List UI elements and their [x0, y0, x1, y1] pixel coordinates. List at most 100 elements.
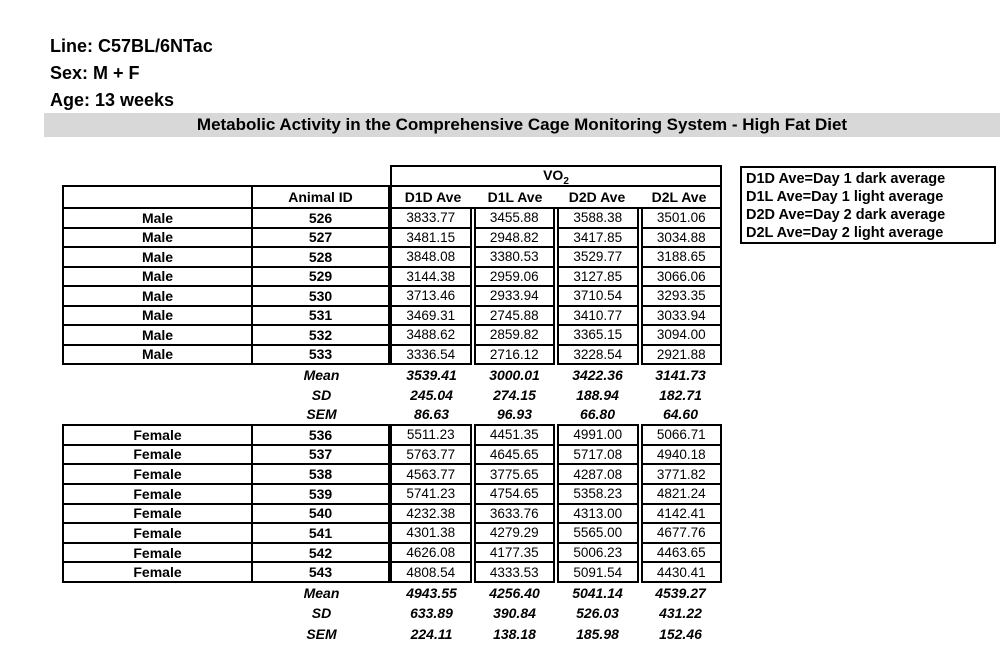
- stats-value: 633.89: [410, 605, 453, 622]
- table-row: Male 533: [64, 343, 388, 363]
- value-cell: 3365.15: [559, 324, 637, 344]
- stats-value: 185.98: [576, 625, 619, 642]
- line-label: Line: C57BL/6NTac: [50, 36, 213, 56]
- sex-cell: Female: [64, 426, 253, 444]
- table-row: Female 539: [64, 482, 388, 503]
- value-cell: 5565.00: [559, 522, 637, 542]
- stats-value: 3422.36: [572, 366, 623, 383]
- meta-block: Line: C57BL/6NTac Sex: M + F Age: 13 wee…: [50, 33, 213, 114]
- data-column-d1d: 3833.77 3481.15 3848.08 3144.38 3713.46 …: [390, 207, 472, 365]
- table-row: Male 528: [64, 246, 388, 266]
- column-header-d2d: D2D Ave: [568, 189, 626, 205]
- table-row: Male 526: [64, 209, 388, 227]
- sex-header-cell: [64, 187, 253, 207]
- stats-value: 431.22: [659, 605, 702, 622]
- sex-cell: Male: [64, 248, 253, 266]
- animal-id-cell: 536: [308, 426, 333, 443]
- animal-id-cell: 526: [308, 209, 333, 226]
- value-cell: 4677.76: [642, 522, 720, 542]
- value-cell: 4333.53: [475, 561, 553, 581]
- value-cell: 4645.65: [475, 443, 553, 464]
- animal-id-cell: 543: [308, 564, 333, 581]
- stats-spacer: [62, 624, 253, 644]
- value-cell: 2745.88: [475, 304, 553, 325]
- sex-cell: Female: [64, 465, 253, 483]
- animal-id-cell: 541: [308, 524, 333, 541]
- sex-cell: Male: [64, 326, 253, 344]
- stats-label: SEM: [306, 625, 337, 642]
- stats-value: 4256.40: [489, 585, 540, 602]
- vo2-subscript: 2: [563, 175, 569, 187]
- value-cell: 4451.35: [489, 427, 539, 443]
- animal-id-cell: 538: [308, 466, 333, 483]
- value-cell: 4808.54: [392, 561, 470, 581]
- stats-value: 224.11: [410, 625, 453, 642]
- value-cell: 2921.88: [642, 343, 720, 364]
- value-cell: 3848.08: [392, 246, 470, 266]
- value-cell: 4313.00: [559, 502, 637, 523]
- value-cell: 3713.46: [392, 285, 470, 305]
- stats-label: SD: [311, 605, 332, 622]
- legend-box: D1D Ave=Day 1 dark average D1L Ave=Day 1…: [740, 166, 996, 244]
- stats-value: 3539.41: [406, 366, 457, 383]
- value-cell: 3380.53: [475, 246, 553, 266]
- stats-row-sd: SD 633.89 390.84 526.03 431.22: [62, 603, 722, 623]
- sex-cell: Female: [64, 563, 253, 581]
- data-column-d2l: 3501.06 3034.88 3188.65 3066.06 3293.35 …: [640, 207, 722, 365]
- sex-cell: Male: [64, 287, 253, 305]
- value-cell: 3033.94: [642, 304, 720, 325]
- value-cell: 3710.54: [559, 285, 637, 305]
- value-cell: 4626.08: [392, 541, 470, 562]
- legend-line-d1d: D1D Ave=Day 1 dark average: [746, 171, 946, 187]
- value-cell: 3529.77: [559, 246, 637, 266]
- value-cell: 3775.65: [475, 463, 553, 483]
- value-cell: 3066.06: [642, 265, 720, 286]
- stats-spacer: [62, 404, 253, 424]
- female-id-table: Female 536 Female 537 Female 538 Female 539 …: [62, 424, 390, 583]
- legend-line-d1l: D1L Ave=Day 1 light average: [746, 189, 944, 205]
- value-cell: 4463.65: [642, 541, 720, 562]
- column-header-d1l: D1L Ave: [487, 189, 543, 205]
- stats-spacer: [62, 583, 253, 603]
- value-cell: 4940.18: [642, 443, 720, 464]
- value-cell: 3094.00: [642, 324, 720, 344]
- stats-label: SEM: [306, 406, 337, 423]
- value-cell: 3034.88: [642, 226, 720, 247]
- stats-row-sem: SEM 224.11 138.18 185.98 152.46: [62, 624, 722, 644]
- data-column-d2l: 5066.71 4940.18 3771.82 4821.24 4142.41 …: [640, 424, 722, 583]
- legend-line-d2l: D2L Ave=Day 2 light average: [746, 225, 944, 241]
- table-row: Male 530: [64, 285, 388, 305]
- table-row: Female 538: [64, 463, 388, 483]
- stats-row-mean: Mean 3539.41 3000.01 3422.36 3141.73: [62, 365, 722, 385]
- value-cell: 3228.54: [559, 343, 637, 364]
- sex-label: Sex: M + F: [50, 63, 140, 83]
- value-cell: 3771.82: [642, 463, 720, 483]
- table-row: Female 540: [64, 502, 388, 523]
- column-header-d2l: D2L Ave: [651, 189, 707, 205]
- value-cell: 3293.35: [642, 285, 720, 305]
- value-cell: 3501.06: [656, 210, 706, 226]
- stats-value: 182.71: [659, 386, 702, 403]
- table-row: Female 543: [64, 561, 388, 581]
- female-stats-block: Mean 4943.55 4256.40 5041.14 4539.27 SD …: [62, 583, 722, 644]
- stats-value: 86.63: [413, 406, 450, 423]
- value-cell: 3833.77: [406, 210, 456, 226]
- sex-cell: Male: [64, 209, 253, 227]
- sex-cell: Female: [64, 504, 253, 523]
- value-cell: 5091.54: [559, 561, 637, 581]
- value-cell: 4142.41: [642, 502, 720, 523]
- table-row: Female 542: [64, 541, 388, 562]
- value-cell: 5741.23: [392, 482, 470, 503]
- animal-id-cell: 529: [308, 268, 333, 285]
- value-cell: 3144.38: [392, 265, 470, 286]
- table-row: Female 536: [64, 426, 388, 444]
- animal-id-cell: 540: [308, 505, 333, 522]
- stats-value: 4943.55: [406, 585, 457, 602]
- value-cell: 5511.23: [406, 427, 455, 443]
- stats-value: 138.18: [493, 625, 536, 642]
- stats-label: SD: [311, 386, 332, 403]
- stats-value: 3141.73: [655, 366, 706, 383]
- value-cell: 4279.29: [475, 522, 553, 542]
- stats-spacer: [62, 603, 253, 623]
